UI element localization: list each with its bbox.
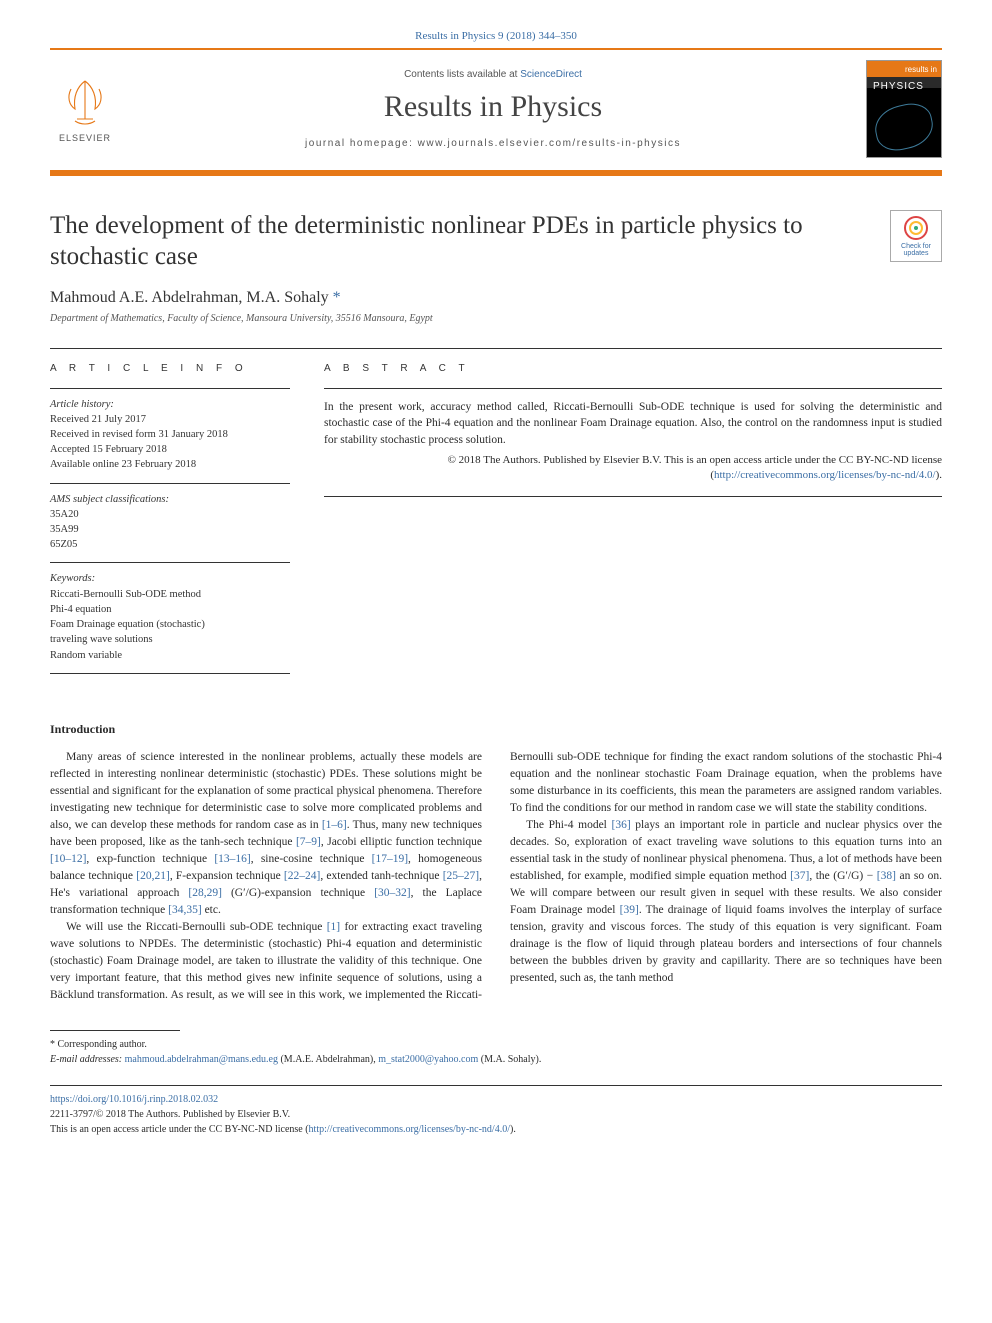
author-email-link[interactable]: mahmoud.abdelrahman@mans.edu.eg [125,1054,278,1065]
sciencedirect-link[interactable]: ScienceDirect [520,69,582,80]
ams-code: 35A99 [50,522,290,537]
body-text: , the (G′/G) − [809,870,876,882]
citation-link[interactable]: [1] [327,921,340,933]
article-info-heading: A R T I C L E I N F O [50,363,290,374]
article-info-column: A R T I C L E I N F O Article history: R… [50,349,290,674]
header-center: Contents lists available at ScienceDirec… [134,69,852,149]
keyword: Foam Drainage equation (stochastic) [50,617,290,632]
intro-paragraph: The Phi-4 model [36] plays an important … [510,817,942,987]
citation-link[interactable]: [22–24] [284,870,320,882]
cc-license-link[interactable]: http://creativecommons.org/licenses/by-n… [309,1124,510,1135]
body-text: The Phi-4 model [526,819,611,831]
citation-link[interactable]: [28,29] [188,887,222,899]
abstract-text: In the present work, accuracy method cal… [324,388,942,498]
keywords-block: Keywords: Riccati-Bernoulli Sub-ODE meth… [50,562,290,673]
authors-names: Mahmoud A.E. Abdelrahman, M.A. Sohaly [50,289,333,306]
cover-art-icon [871,99,937,154]
body-text: , F-expansion technique [170,870,284,882]
introduction-section: Introduction Many areas of science inter… [50,722,942,1004]
intro-paragraph: Many areas of science interested in the … [50,749,482,919]
keyword: Random variable [50,648,290,663]
email-label: E-mail addresses: [50,1054,122,1065]
citation-link[interactable]: [17–19] [372,853,408,865]
citation-link[interactable]: [37] [790,870,809,882]
info-abstract-row: A R T I C L E I N F O Article history: R… [50,348,942,674]
citation-link[interactable]: [1–6] [322,819,347,831]
corresponding-author-note: * Corresponding author. [50,1037,942,1052]
open-access-line: This is an open access article under the… [50,1122,942,1137]
email-attribution: (M.A.E. Abdelrahman), [278,1054,378,1065]
doi-link[interactable]: https://doi.org/10.1016/j.rinp.2018.02.0… [50,1094,218,1105]
check-updates-label: Check for updates [891,243,941,257]
body-text: , extended tanh-technique [320,870,442,882]
keyword: Phi-4 equation [50,602,290,617]
received-date: Received 21 July 2017 [50,412,290,427]
cover-title: PHYSICS [873,81,924,92]
footnotes: * Corresponding author. E-mail addresses… [50,1037,942,1067]
abstract-column: A B S T R A C T In the present work, acc… [324,349,942,674]
email-attribution: (M.A. Sohaly). [478,1054,541,1065]
contents-list-line: Contents lists available at ScienceDirec… [134,69,852,80]
body-columns: Many areas of science interested in the … [50,749,942,1004]
abstract-body: In the present work, accuracy method cal… [324,401,942,446]
online-date: Available online 23 February 2018 [50,457,290,472]
body-text: , sine-cosine technique [251,853,372,865]
issn-copyright: 2211-3797/© 2018 The Authors. Published … [50,1107,942,1122]
citation-link[interactable]: [34,35] [168,904,202,916]
ams-code: 65Z05 [50,537,290,552]
oa-suffix: ). [510,1124,516,1135]
citation-link[interactable]: [36] [611,819,630,831]
keyword: Riccati-Bernoulli Sub-ODE method [50,587,290,602]
article-title: The development of the deterministic non… [50,210,870,273]
journal-header-band: ELSEVIER Contents lists available at Sci… [50,48,942,176]
body-text: , Jacobi elliptic function technique [321,836,482,848]
title-block: The development of the deterministic non… [50,210,942,273]
oa-prefix: This is an open access article under the… [50,1124,309,1135]
revised-date: Received in revised form 31 January 2018 [50,427,290,442]
authors-line: Mahmoud A.E. Abdelrahman, M.A. Sohaly * [50,289,942,307]
crossmark-icon [903,215,929,241]
citation-link[interactable]: [25–27] [443,870,479,882]
publisher-name: ELSEVIER [59,133,111,143]
journal-homepage[interactable]: journal homepage: www.journals.elsevier.… [134,138,852,149]
introduction-heading: Introduction [50,722,942,737]
history-label: Article history: [50,397,290,412]
citation-link[interactable]: [20,21] [136,870,170,882]
body-text: We will use the Riccati-Bernoulli sub-OD… [66,921,327,933]
corresponding-author-mark[interactable]: * [333,289,341,306]
copyright-close: ). [936,469,942,481]
email-line: E-mail addresses: mahmoud.abdelrahman@ma… [50,1052,942,1067]
elsevier-tree-icon [57,75,113,131]
author-email-link[interactable]: m_stat2000@yahoo.com [378,1054,478,1065]
journal-reference: Results in Physics 9 (2018) 344–350 [50,30,942,42]
citation-link[interactable]: [7–9] [296,836,321,848]
body-text: , exp-function technique [86,853,214,865]
cc-license-link[interactable]: http://creativecommons.org/licenses/by-n… [714,469,936,481]
footer-bar: https://doi.org/10.1016/j.rinp.2018.02.0… [50,1085,942,1137]
body-text: etc. [202,904,221,916]
accepted-date: Accepted 15 February 2018 [50,442,290,457]
citation-link[interactable]: [30–32] [374,887,410,899]
cover-topbar: results in [867,61,941,77]
ams-block: AMS subject classifications: 35A20 35A99… [50,483,290,563]
copyright-line: © 2018 The Authors. Published by Elsevie… [324,453,942,485]
citation-link[interactable]: [13–16] [214,853,250,865]
contents-prefix: Contents lists available at [404,69,520,80]
journal-cover-thumb: results in PHYSICS [866,60,942,158]
citation-link[interactable]: [38] [877,870,896,882]
ams-label: AMS subject classifications: [50,492,290,507]
publisher-logo: ELSEVIER [50,75,120,143]
footnote-separator [50,1030,180,1031]
check-updates-badge[interactable]: Check for updates [890,210,942,262]
citation-link[interactable]: [10–12] [50,853,86,865]
citation-link[interactable]: [39] [620,904,639,916]
abstract-heading: A B S T R A C T [324,363,942,374]
keyword: traveling wave solutions [50,632,290,647]
ams-code: 35A20 [50,507,290,522]
journal-name: Results in Physics [134,90,852,124]
body-text: (G′/G)-expansion technique [222,887,374,899]
affiliation: Department of Mathematics, Faculty of Sc… [50,313,942,324]
article-history-block: Article history: Received 21 July 2017 R… [50,388,290,483]
keywords-label: Keywords: [50,571,290,586]
